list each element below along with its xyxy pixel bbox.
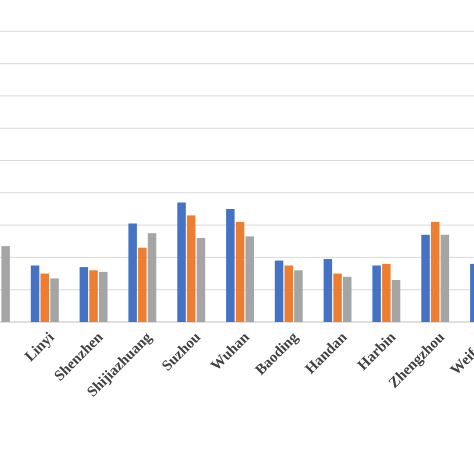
bar-shijiazhuang-s2 [138,247,147,322]
bar-baoding-s1 [274,260,284,322]
bar-harbin-s3 [391,280,401,322]
bar-zhengzhou-s1 [421,234,430,322]
bar-handan-s3 [343,276,352,322]
x-tick-label: Baoding [253,329,302,378]
bar-partial-s3 [1,246,10,322]
bar-shenzhen-s2 [89,270,98,322]
bar-wuhan-s1 [226,209,235,322]
bar-suzhou-s3 [196,238,206,322]
x-tick-label: Handan [303,329,351,377]
bar-harbin-s1 [372,265,381,322]
x-tick-label: Linyi [22,330,57,365]
bar-zhengzhou-s3 [440,234,450,322]
bar-wuhan-s2 [235,221,245,322]
bar-shijiazhuang-s1 [128,223,137,322]
bar-handan-s1 [323,259,333,322]
bar-shijiazhuang-s3 [147,233,157,322]
bar-linyi-s3 [50,278,59,322]
bar-baoding-s3 [294,270,303,322]
bar-linyi-s2 [40,273,49,322]
bar-harbin-s2 [382,263,391,322]
bar-wuhan-s3 [245,236,254,322]
bar-shenzhen-s3 [99,271,108,322]
bars [1,202,474,322]
x-tick-label: Wuhan [208,329,253,374]
x-tick-label: Harbin [355,329,400,374]
bar-suzhou-s1 [177,202,186,322]
bar-zhengzhou-s2 [430,221,440,322]
bar-weifang-s1 [470,263,474,322]
bar-linyi-s1 [30,265,40,322]
x-tick-label: Weifang [448,329,474,378]
bar-baoding-s2 [284,265,293,322]
x-tick-label: Suzhou [159,330,204,375]
bar-suzhou-s2 [186,215,196,322]
bar-handan-s2 [333,273,342,322]
bar-shenzhen-s1 [79,267,89,322]
